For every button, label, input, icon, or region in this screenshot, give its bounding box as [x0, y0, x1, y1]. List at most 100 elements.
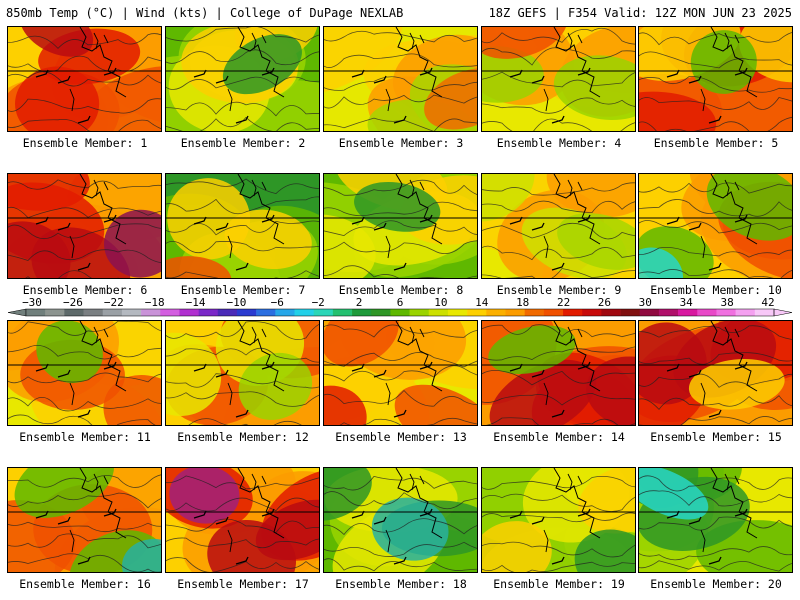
- colorbar-swatch: [179, 309, 199, 316]
- colorbar-tick-label: −2: [312, 296, 325, 309]
- temperature-field: [324, 321, 477, 425]
- temperature-field: [639, 321, 792, 425]
- ensemble-member-map: [638, 467, 793, 573]
- ensemble-member-label: Ensemble Member: 13: [335, 430, 467, 444]
- temperature-field: [639, 174, 792, 278]
- colorbar-swatch: [160, 309, 180, 316]
- colorbar-swatch: [294, 309, 314, 316]
- ensemble-member-map: [481, 320, 636, 426]
- ensemble-member-label: Ensemble Member: 12: [177, 430, 309, 444]
- ensemble-member-label: Ensemble Member: 4: [496, 136, 622, 150]
- colorbar-tick-label: 18: [516, 296, 529, 309]
- temperature-field: [166, 321, 319, 425]
- colorbar-swatch: [313, 309, 334, 316]
- colorbar-swatch: [428, 309, 449, 316]
- temperature-field: [639, 27, 792, 131]
- colorbar-tick-label: 34: [680, 296, 694, 309]
- ensemble-member-map: [165, 320, 320, 426]
- ensemble-member-map: [481, 173, 636, 279]
- colorbar-swatch: [620, 309, 641, 316]
- colorbar-swatch: [275, 309, 295, 316]
- ensemble-member-map: [481, 26, 636, 132]
- colorbar-swatch: [601, 309, 621, 316]
- ensemble-member-label: Ensemble Member: 16: [19, 577, 151, 591]
- temperature-colorbar: −30 −26 −22 −18 −14 −10 −6 −2 2 6 10 14 18 22 26 30 34 38…: [2, 296, 798, 318]
- temperature-field: [324, 174, 477, 278]
- colorbar-swatch: [256, 309, 276, 316]
- ensemble-member-label: Ensemble Member: 6: [22, 283, 148, 297]
- colorbar-swatch: [45, 309, 65, 316]
- ensemble-member-label: Ensemble Member: 10: [650, 283, 782, 297]
- ensemble-member-map: [165, 467, 320, 573]
- temperature-field: [482, 27, 635, 131]
- ensemble-member-label: Ensemble Member: 9: [496, 283, 622, 297]
- ensemble-member-label: Ensemble Member: 1: [22, 136, 148, 150]
- temperature-field: [166, 174, 319, 278]
- colorbar-swatch: [26, 309, 46, 316]
- colorbar-swatch: [582, 309, 602, 316]
- ensemble-member-label: Ensemble Member: 15: [650, 430, 782, 444]
- colorbar-swatch: [716, 309, 736, 316]
- colorbar-swatch: [505, 309, 525, 316]
- ensemble-member-map: [7, 173, 162, 279]
- colorbar-tick-label: −18: [145, 296, 165, 309]
- temperature-field: [482, 468, 635, 572]
- ensemble-member-label: Ensemble Member: 19: [493, 577, 625, 591]
- temperature-field: [639, 468, 792, 572]
- colorbar-graphic: −30 −26 −22 −18 −14 −10 −6 −2 2 6 10 14 18 22 26 30 34 38…: [7, 296, 793, 317]
- temperature-field: [8, 27, 161, 131]
- colorbar-tick-label: −10: [226, 296, 246, 309]
- colorbar-swatch: [390, 309, 410, 316]
- temperature-field: [482, 321, 635, 425]
- colorbar-swatch: [371, 309, 391, 316]
- ensemble-member-map: [165, 26, 320, 132]
- temperature-field: [482, 174, 635, 278]
- colorbar-swatch: [236, 309, 257, 316]
- ensemble-member-label: Ensemble Member: 8: [338, 283, 464, 297]
- colorbar-tick-label: −26: [63, 296, 83, 309]
- colorbar-swatch: [141, 309, 161, 316]
- colorbar-swatch: [102, 309, 123, 316]
- temperature-field: [8, 468, 161, 572]
- colorbar-swatch: [639, 309, 660, 316]
- colorbar-swatch: [447, 309, 468, 316]
- colorbar-tick-label: 22: [557, 296, 570, 309]
- ensemble-member-label: Ensemble Member: 14: [493, 430, 625, 444]
- colorbar-tick-label: 10: [434, 296, 447, 309]
- ensemble-member-label: Ensemble Member: 7: [180, 283, 306, 297]
- colorbar-tick-label: 6: [397, 296, 404, 309]
- colorbar-swatch: [697, 309, 717, 316]
- ensemble-member-map: [638, 26, 793, 132]
- temperature-field: [324, 27, 477, 131]
- ensemble-member-label: Ensemble Member: 5: [653, 136, 779, 150]
- ensemble-member-map: [323, 173, 478, 279]
- ensemble-member-label: Ensemble Member: 17: [177, 577, 309, 591]
- colorbar-swatch: [198, 309, 219, 316]
- temperature-field: [8, 174, 161, 278]
- colorbar-tick-label: −14: [186, 296, 206, 309]
- ensemble-member-label: Ensemble Member: 2: [180, 136, 306, 150]
- colorbar-swatch: [64, 309, 84, 316]
- colorbar-swatch: [754, 309, 775, 316]
- colorbar-swatch: [467, 309, 487, 316]
- colorbar-swatch: [332, 309, 353, 316]
- colorbar-tick-label: −6: [271, 296, 284, 309]
- colorbar-tick-label: 38: [720, 296, 733, 309]
- ensemble-member-map: [7, 26, 162, 132]
- ensemble-member-label: Ensemble Member: 18: [335, 577, 467, 591]
- colorbar-swatch: [563, 309, 583, 316]
- ensemble-member-map: [638, 320, 793, 426]
- temperature-field: [166, 468, 319, 572]
- ensemble-member-map: [638, 173, 793, 279]
- ensemble-member-label: Ensemble Member: 11: [19, 430, 151, 444]
- temperature-field: [166, 27, 319, 131]
- ensemble-member-map: [323, 320, 478, 426]
- colorbar-swatch: [352, 309, 372, 316]
- ensemble-member-map: [323, 467, 478, 573]
- colorbar-swatch: [217, 309, 238, 316]
- ensemble-member-map: [165, 173, 320, 279]
- map-title: 850mb Temp (°C) | Wind (kts) | College o…: [6, 6, 404, 20]
- colorbar-swatch: [409, 309, 430, 316]
- colorbar-swatch: [486, 309, 506, 316]
- colorbar-tick-label: 42: [761, 296, 774, 309]
